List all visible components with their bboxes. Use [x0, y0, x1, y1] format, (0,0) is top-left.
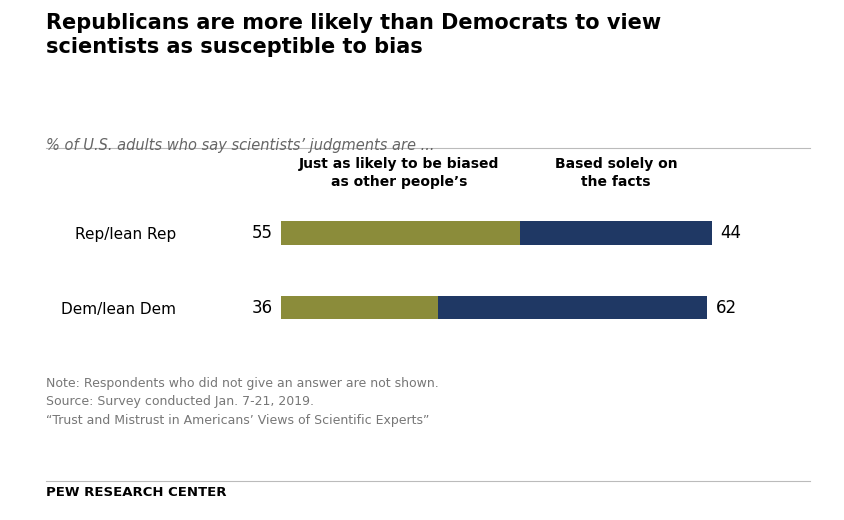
Text: Just as likely to be biased
as other people’s: Just as likely to be biased as other peo…: [299, 158, 499, 189]
Text: PEW RESEARCH CENTER: PEW RESEARCH CENTER: [46, 486, 227, 499]
Text: 36: 36: [252, 298, 273, 317]
Text: 44: 44: [721, 224, 742, 242]
Text: Republicans are more likely than Democrats to view
scientists as susceptible to : Republicans are more likely than Democra…: [46, 13, 662, 57]
Text: 62: 62: [716, 298, 738, 317]
Bar: [281, 296, 438, 319]
Bar: [281, 222, 521, 245]
Bar: [521, 222, 711, 245]
Text: % of U.S. adults who say scientists’ judgments are ...: % of U.S. adults who say scientists’ jud…: [46, 138, 435, 153]
Text: Based solely on
the facts: Based solely on the facts: [555, 158, 678, 189]
Text: Note: Respondents who did not give an answer are not shown.
Source: Survey condu: Note: Respondents who did not give an an…: [46, 377, 439, 427]
Bar: [438, 296, 707, 319]
Text: 55: 55: [252, 224, 273, 242]
